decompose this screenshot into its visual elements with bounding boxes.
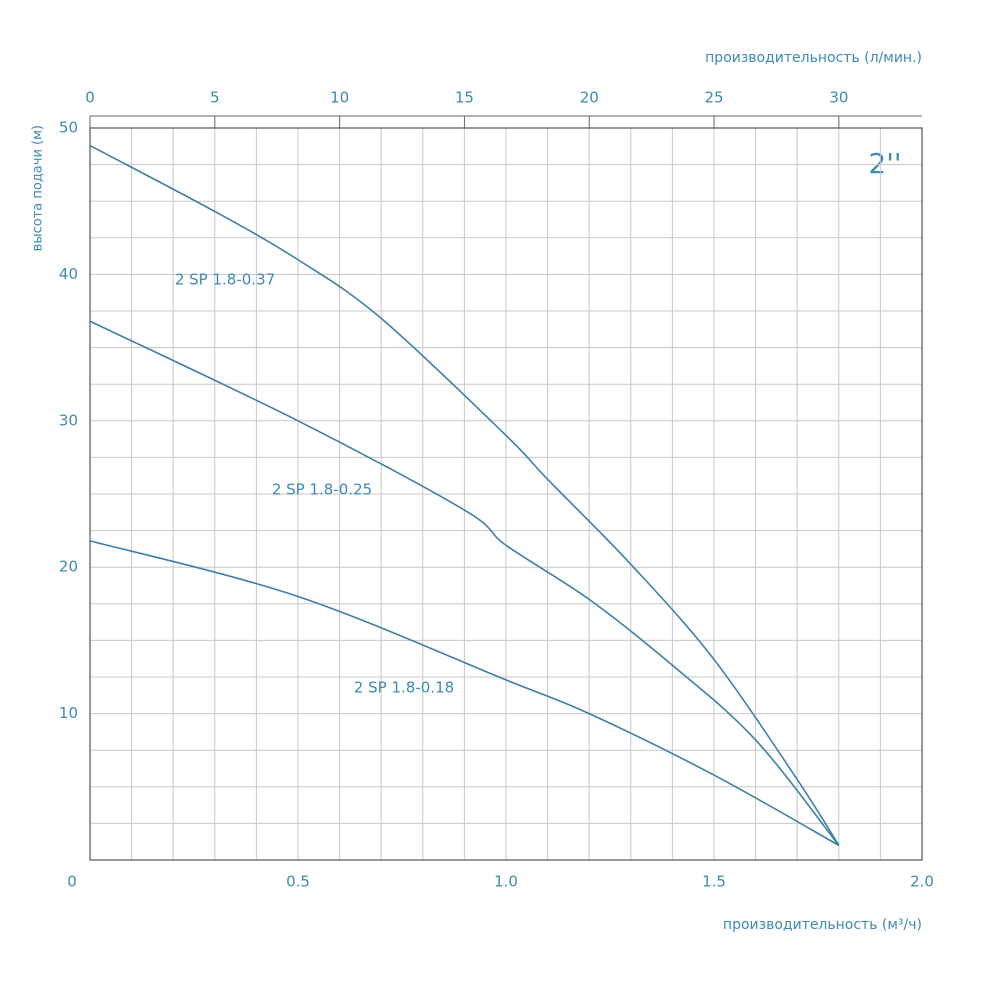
series-line xyxy=(89,320,840,846)
x2-tick-label: 10 xyxy=(330,89,349,107)
x-tick-label: 0 xyxy=(67,873,77,891)
x2-axis-title: производительность (л/мин.) xyxy=(705,50,922,66)
x-tick-label: 0.5 xyxy=(286,873,310,891)
x2-tick-label: 5 xyxy=(210,89,220,107)
y-axis-title: высота подачи (м) xyxy=(31,125,46,251)
x-axis-title: производительность (м³/ч) xyxy=(723,917,922,933)
y-tick-label: 30 xyxy=(59,411,78,429)
series-label: 2 SP 1.8-0.37 xyxy=(175,271,275,289)
y-tick-label: 50 xyxy=(59,119,78,137)
x-tick-label: 1.0 xyxy=(494,873,518,891)
x2-tick-label: 0 xyxy=(85,89,95,107)
x2-tick-label: 20 xyxy=(580,89,599,107)
annotation: 2'' xyxy=(868,147,901,180)
plot-frame xyxy=(89,127,923,861)
series-label: 2 SP 1.8-0.25 xyxy=(272,481,372,499)
series-line xyxy=(89,144,840,846)
y-tick-label: 40 xyxy=(59,265,78,283)
x-tick-label: 1.5 xyxy=(702,873,726,891)
series-label: 2 SP 1.8-0.18 xyxy=(354,679,454,697)
series-line xyxy=(89,540,840,847)
x2-tick-label: 25 xyxy=(705,89,724,107)
x-tick-label: 2.0 xyxy=(910,873,934,891)
y-tick-label: 10 xyxy=(59,704,78,722)
x2-tick-label: 15 xyxy=(455,89,474,107)
y-tick-label: 20 xyxy=(59,558,78,576)
x2-tick-label: 30 xyxy=(829,89,848,107)
